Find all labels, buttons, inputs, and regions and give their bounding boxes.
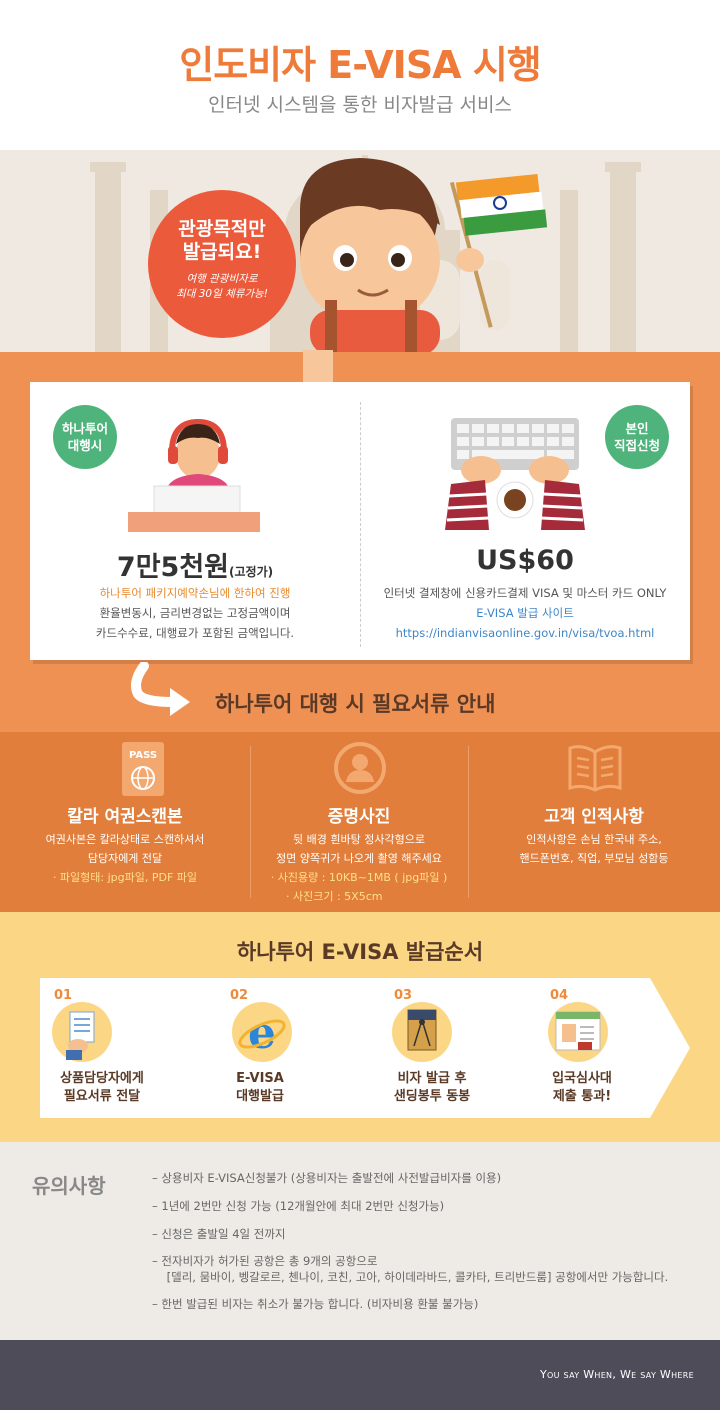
doc-passport: PASS 칼라 여권스캔본 여권사본은 칼라상태로 스캔하셔서 담당자에게 전달…	[0, 732, 250, 912]
footer-slogan: You say When, We say Where	[539, 1368, 694, 1381]
required-documents-section: PASS 칼라 여권스캔본 여권사본은 칼라상태로 스캔하셔서 담당자에게 전달…	[0, 732, 720, 912]
step-1-number: 01	[54, 988, 73, 1003]
doc-passport-desc1: 여권사본은 칼라상태로 스캔하셔서	[45, 833, 205, 846]
bubble-sub2: 최대 30일 체류가능!	[176, 288, 268, 300]
notes-section: 유의사항 – 상용비자 E-VISA신청불가 (상용비자는 출발전에 사전발급비…	[0, 1142, 720, 1340]
doc-info-title: 고객 인적사항	[544, 807, 644, 827]
documents-guide-title: 하나투어 대행 시 필요서류 안내	[215, 692, 496, 716]
doc-passport-note1: · 파일형태: jpg파일, PDF 파일	[52, 871, 198, 884]
passport-icon: PASS	[122, 742, 164, 796]
self-price: US$60	[476, 545, 574, 576]
hero-banner	[0, 150, 720, 355]
note-item-airports: [델리, 뭄바이, 벵갈로르, 첸나이, 코친, 고아, 하이데라바드, 콜카타…	[152, 1270, 669, 1284]
doc-photo: 증명사진 뒷 배경 흰바탕 정사각형으로 정면 양쪽귀가 나오게 촬영 해주세요…	[250, 732, 468, 912]
note-item: – 전자비자가 허가된 공항은 총 9개의 공항으로	[152, 1254, 378, 1268]
notes-title: 유의사항	[32, 1174, 106, 1198]
step-3-number: 03	[394, 988, 413, 1003]
agency-line3: 카드수수료, 대행료가 포함된 금액입니다.	[95, 626, 295, 640]
step-2-label: E-VISA 대행발급	[200, 1070, 320, 1106]
doc-photo-note2: · 사진크기 : 5X5cm	[286, 890, 383, 903]
doc-passport-desc2: 담당자에게 전달	[87, 852, 163, 865]
doc-photo-title: 증명사진	[327, 807, 391, 827]
doc-info-desc: 인적사항은 손님 한국내 주소, 핸드폰번호, 직업, 부모님 성함등	[468, 830, 720, 868]
step-2-number: 02	[230, 988, 249, 1003]
svg-text:e: e	[248, 1008, 276, 1059]
header: 인도비자 E-VISA 시행 인터넷 시스템을 통한 비자발급 서비스	[0, 0, 720, 150]
footer: You say When, We say Where	[0, 1340, 720, 1410]
self-badge: 본인 직접신청	[605, 405, 669, 469]
price-comparison-card: 하나투어 대행시 7만5천원(고정가) 하나투어 패키지예약손님에 한하여 진행…	[30, 382, 690, 660]
self-line1: 인터넷 결제창에 신용카드결제 VISA 및 마스터 카드 ONLY	[383, 586, 667, 600]
bubble-sub1: 여행 관광비자로	[186, 273, 258, 285]
step-4-line2: 제출 통과!	[552, 1089, 612, 1104]
agency-line1: 하나투어 패키지예약손님에 한하여 진행	[99, 586, 291, 600]
note-item: – 한번 발급된 비자는 취소가 불가능 합니다. (비자비용 환불 불가능)	[152, 1297, 479, 1311]
doc-info-desc1: 인적사항은 손님 한국내 주소,	[526, 833, 662, 846]
step-1-line2: 필요서류 전달	[63, 1089, 141, 1104]
step-2-line1: E-VISA	[236, 1071, 284, 1086]
taj-mahal-illustration	[90, 155, 641, 355]
note-item: – 1년에 2번만 신청 가능 (12개월안에 최대 2번만 신청가능)	[152, 1199, 445, 1213]
agency-badge: 하나투어 대행시	[53, 405, 117, 469]
call-center-agent-icon	[128, 418, 260, 532]
doc-photo-desc2: 정면 양쪽귀가 나오게 촬영 해주세요	[276, 852, 442, 865]
step-1-line1: 상품담당자에게	[60, 1071, 144, 1086]
doc-passport-desc: 여권사본은 칼라상태로 스캔하셔서 담당자에게 전달 · 파일형태: jpg파일…	[0, 830, 250, 887]
page-title: 인도비자 E-VISA 시행	[179, 43, 542, 87]
self-badge-line1: 본인	[625, 421, 649, 436]
note-item: – 상용비자 E-VISA신청불가 (상용비자는 출발전에 사전발급비자를 이용…	[152, 1171, 502, 1185]
self-badge-line2: 직접신청	[613, 438, 660, 453]
self-line2: E-VISA 발급 사이트	[476, 606, 574, 620]
step-2-line2: 대행발급	[236, 1089, 284, 1104]
curved-arrow-icon	[131, 662, 190, 716]
self-description: 인터넷 결제창에 신용카드결제 VISA 및 마스터 카드 ONLY E-VIS…	[360, 583, 690, 643]
agency-price-note: (고정가)	[229, 565, 274, 579]
step-3-line2: 샌딩봉투 동봉	[393, 1089, 471, 1104]
person-photo-icon	[334, 742, 386, 794]
document-hand-icon	[52, 1002, 112, 1062]
bubble-line2: 발급되요!	[182, 241, 262, 263]
bubble-line1: 관광목적만	[178, 218, 266, 240]
doc-photo-desc1: 뒷 배경 흰바탕 정사각형으로	[293, 833, 425, 846]
doc-photo-note1: · 사진용량 : 10KB~1MB ( jpg파일 )	[270, 871, 448, 884]
agency-line2: 환율변동시, 금리변경없는 고정금액이며	[99, 606, 291, 620]
note-item: – 신청은 출발일 4일 전까지	[152, 1227, 286, 1241]
doc-separator	[250, 746, 251, 898]
doc-photo-desc: 뒷 배경 흰바탕 정사각형으로 정면 양쪽귀가 나오게 촬영 해주세요 · 사진…	[250, 830, 468, 906]
page-subtitle: 인터넷 시스템을 통한 비자발급 서비스	[208, 94, 512, 116]
card-divider	[360, 402, 361, 647]
step-3-line1: 비자 발급 후	[397, 1071, 467, 1086]
keyboard-typing-icon	[445, 418, 585, 530]
id-card-icon	[548, 1002, 608, 1062]
step-4-number: 04	[550, 988, 569, 1003]
india-flag-icon	[449, 173, 548, 328]
doc-info-desc2: 핸드폰번호, 직업, 부모님 성함등	[519, 852, 669, 865]
agency-price-value: 7만5천원	[116, 552, 229, 583]
open-book-icon	[568, 745, 622, 792]
doc-personal-info: 고객 인적사항 인적사항은 손님 한국내 주소, 핸드폰번호, 직업, 부모님 …	[468, 732, 720, 912]
evisa-site-link[interactable]: https://indianvisaonline.gov.in/visa/tvo…	[395, 626, 655, 640]
agency-description: 하나투어 패키지예약손님에 한하여 진행 환율변동시, 금리변경없는 고정금액이…	[30, 583, 360, 643]
agency-badge-line1: 하나투어	[61, 421, 108, 436]
passport-icon-label: PASS	[129, 750, 157, 761]
envelope-icon	[392, 1002, 452, 1062]
process-title: 하나투어 E-VISA 발급순서	[236, 940, 484, 964]
boy-character	[300, 158, 440, 355]
step-4-line1: 입국심사대	[552, 1071, 612, 1086]
doc-separator	[468, 746, 469, 898]
agency-badge-line2: 대행시	[67, 438, 103, 453]
doc-passport-title: 칼라 여권스캔본	[67, 807, 183, 827]
agency-price: 7만5천원(고정가)	[30, 545, 360, 584]
internet-explorer-icon: e	[232, 1002, 292, 1062]
